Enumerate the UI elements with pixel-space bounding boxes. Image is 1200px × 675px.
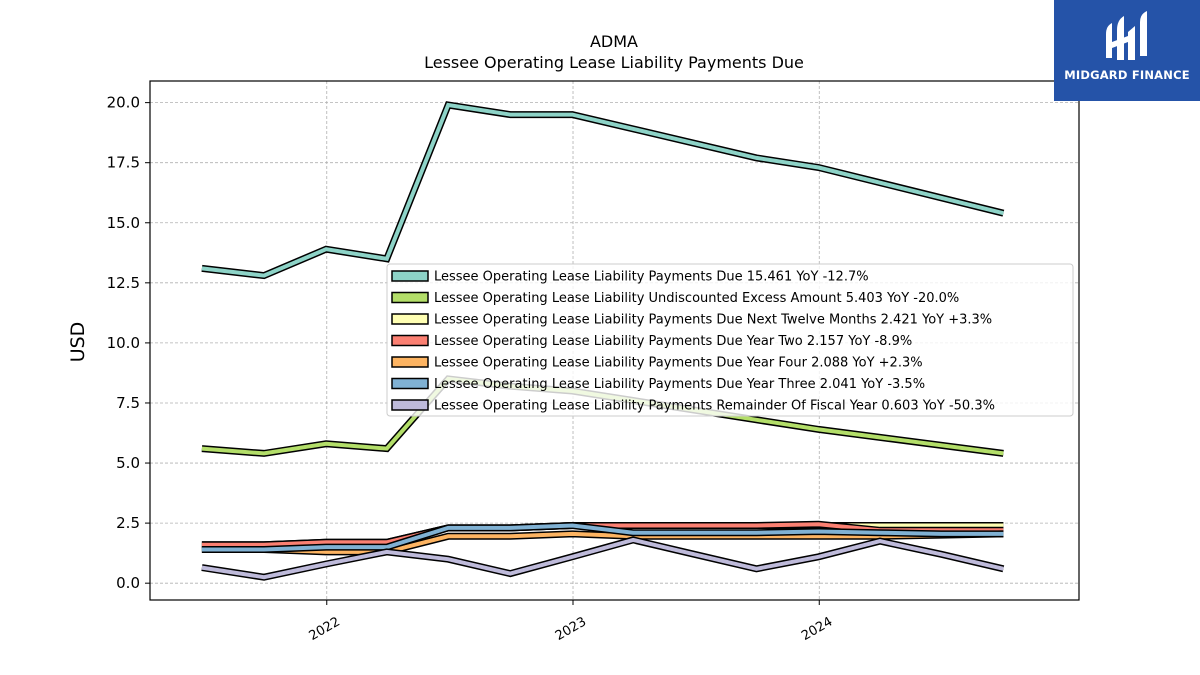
- series-line-5: [201, 521, 1004, 553]
- y-axis-label: USD: [67, 322, 89, 363]
- legend-item: Lessee Operating Lease Liability Undisco…: [391, 291, 959, 306]
- series-line-stroke: [201, 102, 1004, 278]
- y-tick-label: 20.0: [107, 94, 140, 112]
- legend-label: Lessee Operating Lease Liability Payment…: [434, 313, 992, 328]
- legend: Lessee Operating Lease Liability Payment…: [386, 263, 1074, 417]
- y-axis: 0.0 2.5 5.0 7.5 10.0 12.5 15.0 17.5 20.0: [107, 94, 150, 592]
- x-tick-label: 2022: [307, 614, 343, 644]
- x-tick-label: 2024: [799, 614, 835, 644]
- y-tick-label: 5.0: [116, 454, 140, 472]
- legend-swatch: [391, 291, 429, 304]
- legend-swatch: [391, 377, 429, 390]
- legend-label: Lessee Operating Lease Liability Payment…: [434, 356, 923, 371]
- legend-item: Lessee Operating Lease Liability Payment…: [391, 334, 912, 349]
- logo-mark-icon: [1106, 11, 1147, 60]
- logo-text: MIDGARD FINANCE: [1064, 68, 1190, 82]
- series-line-stroke: [201, 531, 1004, 554]
- y-tick-label: 2.5: [116, 514, 140, 532]
- legend-swatch: [391, 334, 429, 347]
- legend-item: Lessee Operating Lease Liability Payment…: [391, 270, 869, 285]
- legend-label: Lessee Operating Lease Liability Payment…: [434, 377, 925, 392]
- y-tick-label: 12.5: [107, 274, 140, 292]
- legend-label: Lessee Operating Lease Liability Payment…: [434, 399, 995, 414]
- y-tick-label: 17.5: [107, 154, 140, 172]
- legend-item: Lessee Operating Lease Liability Payment…: [391, 399, 995, 414]
- x-axis: 2022 2023 2024: [307, 600, 835, 644]
- legend-label: Lessee Operating Lease Liability Payment…: [434, 270, 869, 285]
- legend-swatch: [391, 313, 429, 325]
- series-line-4: [201, 530, 1004, 556]
- series-line-stroke: [201, 537, 1004, 580]
- chart-title: ADMA: [590, 32, 638, 51]
- midgard-finance-logo: MIDGARD FINANCE: [1054, 0, 1200, 101]
- legend-swatch: [391, 356, 429, 368]
- series-line-6: [201, 536, 1005, 581]
- chart-subtitle: Lessee Operating Lease Liability Payment…: [424, 53, 804, 72]
- series-line-stroke: [201, 523, 1004, 552]
- legend-box: [386, 263, 1074, 417]
- legend-item: Lessee Operating Lease Liability Payment…: [391, 356, 923, 371]
- legend-item: Lessee Operating Lease Liability Payment…: [391, 377, 925, 392]
- x-tick-label: 2023: [553, 614, 589, 644]
- y-tick-label: 10.0: [107, 334, 140, 352]
- y-tick-label: 7.5: [116, 394, 140, 412]
- y-tick-label: 15.0: [107, 214, 140, 232]
- legend-item: Lessee Operating Lease Liability Payment…: [391, 313, 992, 328]
- plot-frame: [149, 80, 1080, 601]
- legend-swatch: [391, 270, 429, 282]
- series-line-0: [201, 101, 1005, 280]
- legend-label: Lessee Operating Lease Liability Undisco…: [434, 291, 959, 306]
- legend-swatch: [391, 399, 429, 411]
- y-tick-label: 0.0: [116, 574, 140, 592]
- legend-label: Lessee Operating Lease Liability Payment…: [434, 334, 912, 349]
